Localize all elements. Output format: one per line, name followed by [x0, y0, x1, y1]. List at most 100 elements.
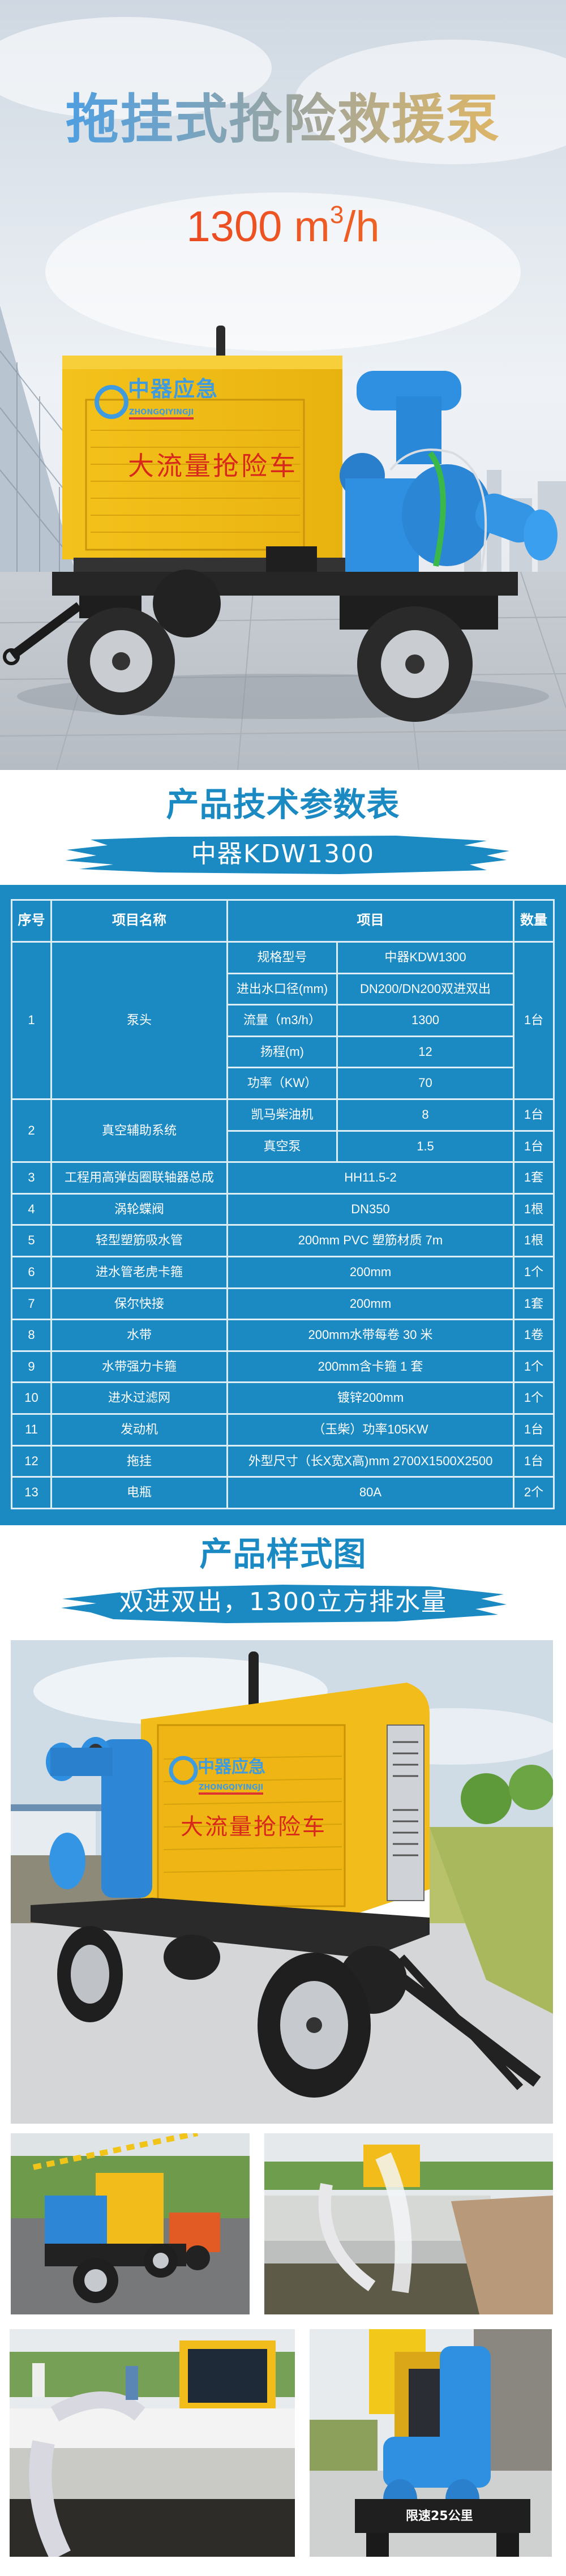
cell-value: 镀锌200mm [226, 1381, 514, 1415]
table-row: 真空泵 1.5 1台 [12, 1129, 555, 1163]
cell-no: 7 [11, 1287, 52, 1321]
cell-spec-label: 规格型号 [226, 941, 338, 974]
trailer-pump-photo [11, 1640, 553, 2124]
cell-spec-value: 1300 [336, 1004, 514, 1037]
photos-section-title: 产品样式图 [199, 1535, 367, 1573]
spec-table: 序号 项目名称 项目 数量 1 泵头 规格型号 中器KDW1300 1台 进出水口径(mm… [11, 899, 555, 1509]
truck-slogan: 大流量抢险车 [128, 451, 298, 481]
cell-spec-label: 流量（m3/h） [226, 1004, 338, 1037]
cell-spec-value: 12 [336, 1035, 514, 1069]
cell-spec-value: 中器KDW1300 [336, 941, 514, 974]
cell-name: 水带 [50, 1319, 228, 1352]
truck-logo-text: 中器应急 [198, 1757, 265, 1777]
table-row: 8 水带 200mm水带每卷 30 米 1卷 [11, 1319, 555, 1352]
cell-name: 进水管老虎卡箍 [50, 1255, 228, 1289]
cell-spec-value: DN200/DN200双进双出 [336, 972, 514, 1006]
cell-spec-label: 进出水口径(mm) [226, 972, 338, 1006]
cell-name: 真空辅助系统 [50, 1098, 228, 1163]
photo-hose-over-bridge [10, 2329, 295, 2557]
photo-rear-view: 限速25公里 [310, 2329, 552, 2557]
cell-name: 发动机 [50, 1413, 228, 1447]
table-row: 1 泵头 规格型号 中器KDW1300 1台 [11, 941, 555, 1100]
table-row: 9 水带强力卡箍 200mm含卡箍 1 套 1个 [11, 1350, 555, 1384]
cell-spec-label: 扬程(m) [226, 1035, 338, 1069]
truck-logo-en: ZHONGQIYINGJI [129, 409, 194, 420]
photo-forklift-towing [11, 2133, 250, 2314]
spec-table-panel: 序号 项目名称 项目 数量 1 泵头 规格型号 中器KDW1300 1台 进出水口径(mm… [0, 885, 566, 1525]
cell-no: 9 [11, 1350, 52, 1384]
cell-name: 电瓶 [50, 1476, 228, 1509]
cell-no: 1 [11, 941, 52, 1100]
cell-qty: 1台 [513, 941, 555, 1100]
table-row: 13 电瓶 80A 2个 [11, 1476, 555, 1509]
hero-truck-photo [0, 0, 566, 770]
cell-name: 水带强力卡箍 [50, 1350, 228, 1384]
cell-spec-label: 真空泵 [226, 1129, 338, 1163]
cell-spec-value: 8 [336, 1098, 514, 1132]
cell-qty: 1卷 [513, 1319, 555, 1352]
header-no: 序号 [11, 899, 52, 943]
header-item: 项目 [226, 899, 514, 943]
cell-qty: 1套 [513, 1161, 555, 1195]
table-row: 6 进水管老虎卡箍 200mm 1个 [11, 1255, 555, 1289]
cell-value: 200mm [226, 1287, 514, 1321]
cell-no: 2 [11, 1098, 52, 1163]
cell-name: 进水过滤网 [50, 1381, 228, 1415]
cell-name: 保尔快接 [50, 1287, 228, 1321]
brush-stroke-shape [65, 836, 509, 874]
cell-qty: 1套 [513, 1287, 555, 1321]
product-photo-main: 中器应急 ZHONGQIYINGJI 大流量抢险车 [11, 1640, 553, 2124]
table-row: 功率（KW） 70 [12, 1067, 554, 1100]
cell-name: 涡轮蝶阀 [50, 1192, 228, 1226]
cell-no: 10 [11, 1381, 52, 1415]
truck-logo-text: 中器应急 [128, 376, 219, 401]
cell-no: 11 [11, 1413, 52, 1447]
cell-no: 5 [11, 1224, 52, 1257]
photos-subtitle: 双进双出，1300立方排水量 [119, 1587, 447, 1616]
cell-no: 6 [11, 1255, 52, 1289]
truck-slogan: 大流量抢险车 [181, 1814, 327, 1840]
cell-qty: 1根 [513, 1224, 555, 1257]
model-banner-text: 中器KDW1300 [191, 840, 375, 868]
flow-superscript: 3 [329, 201, 344, 229]
speed-limit-label: 限速25公里 [406, 2509, 473, 2523]
hero-title: 拖挂式抢险救援泵 [0, 89, 566, 151]
cell-qty: 1台 [513, 1098, 555, 1132]
cell-no: 13 [11, 1476, 52, 1509]
rear-view-photo [310, 2329, 552, 2557]
spec-section-title: 产品技术参数表 [166, 785, 400, 824]
cell-value: （玉柴）功率105KW [226, 1413, 514, 1447]
cell-qty: 2个 [513, 1476, 555, 1509]
table-row: 12 拖挂 外型尺寸（长X宽X高)mm 2700X1500X2500 1台 [11, 1444, 555, 1478]
cell-name: 泵头 [50, 941, 228, 1100]
hero-banner: 中器应急 ZHONGQIYINGJI 大流量抢险车 拖挂式抢险救援泵 1300 … [0, 0, 566, 770]
cell-value: 80A [226, 1476, 514, 1509]
cell-value: 200mm PVC 塑筋材质 7m [226, 1224, 514, 1257]
table-row: 11 发动机 （玉柴）功率105KW 1台 [11, 1413, 555, 1447]
cell-spec-value: 70 [336, 1067, 514, 1100]
table-header-row: 序号 项目名称 项目 数量 [11, 899, 555, 943]
cell-value: 200mm [226, 1255, 514, 1289]
table-row: 7 保尔快接 200mm 1套 [11, 1287, 555, 1321]
table-row: 扬程(m) 12 [12, 1035, 554, 1069]
table-row: 流量（m3/h） 1300 [12, 1004, 554, 1037]
cell-qty: 1个 [513, 1350, 555, 1384]
cell-value: DN350 [226, 1192, 514, 1226]
flow-unit: /h [344, 203, 380, 251]
cell-name: 工程用高弹齿圈联轴器总成 [50, 1161, 228, 1195]
table-row: 5 轻型塑筋吸水管 200mm PVC 塑筋材质 7m 1根 [11, 1224, 555, 1257]
cell-qty: 1台 [513, 1129, 555, 1163]
cell-value: 200mm含卡箍 1 套 [226, 1350, 514, 1384]
cell-value: HH11.5-2 [226, 1161, 514, 1195]
table-row: 10 进水过滤网 镀锌200mm 1个 [11, 1381, 555, 1415]
cell-qty: 1台 [513, 1413, 555, 1447]
truck-logo-en: ZHONGQIYINGJI [199, 1784, 264, 1795]
table-row: 进出水口径(mm) DN200/DN200双进双出 [12, 972, 554, 1006]
cell-value: 外型尺寸（长X宽X高)mm 2700X1500X2500 [226, 1444, 514, 1478]
cell-spec-label: 凯马柴油机 [226, 1098, 338, 1132]
cell-value: 200mm水带每卷 30 米 [226, 1319, 514, 1352]
forklift-towing-photo [11, 2133, 250, 2314]
cell-qty: 1个 [513, 1255, 555, 1289]
header-name: 项目名称 [50, 899, 228, 943]
table-row: 4 涡轮蝶阀 DN350 1根 [11, 1192, 555, 1226]
